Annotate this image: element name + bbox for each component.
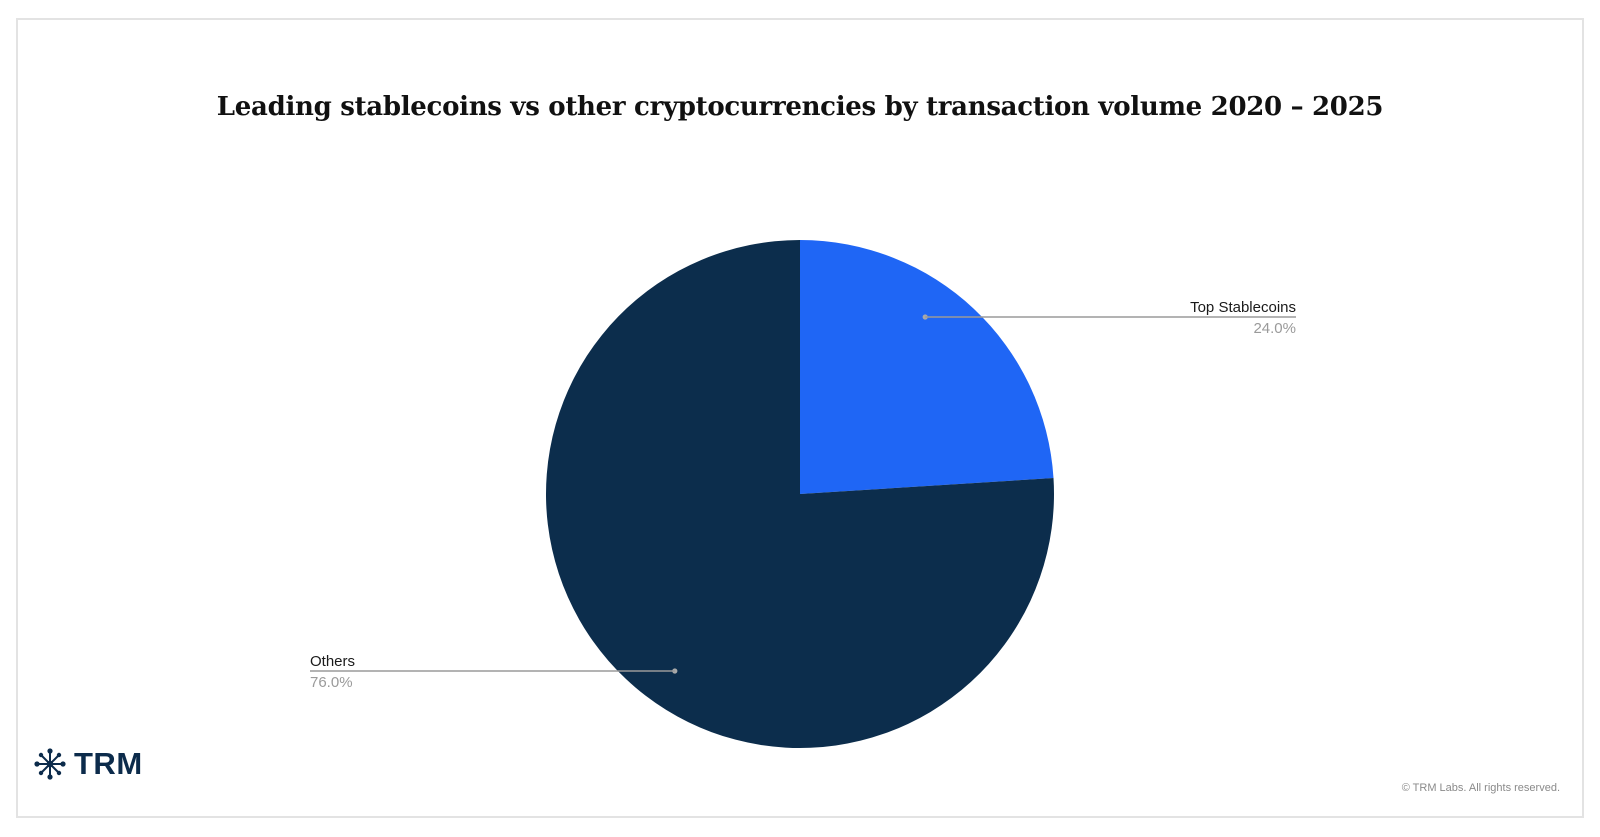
pie-slice-others [546, 240, 1054, 748]
brand-name: TRM [74, 746, 143, 781]
slice-value-label: 76.0% [310, 674, 353, 691]
slice-label: Top Stablecoins [1190, 299, 1296, 316]
trm-network-icon [34, 748, 66, 780]
slice-value-label: 24.0% [1253, 320, 1296, 337]
callout-dot [672, 668, 678, 674]
brand-logo: TRM [34, 746, 143, 782]
pie-slice-top-stablecoins [800, 240, 1054, 494]
slice-label: Others [310, 653, 355, 670]
chart-title: Leading stablecoins vs other cryptocurre… [216, 92, 1384, 122]
copyright-notice: © TRM Labs. All rights reserved. [1401, 782, 1560, 794]
